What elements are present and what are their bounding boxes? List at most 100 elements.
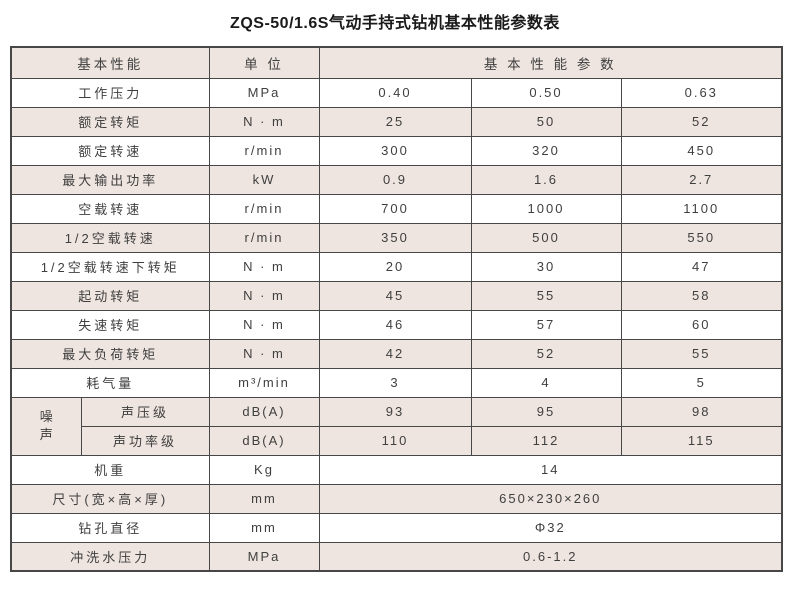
unit-cell: MPa [208, 541, 320, 572]
table-row: 1/2空载转速下转矩 N · m 20 30 47 [10, 251, 783, 282]
unit-cell: r/min [208, 222, 320, 253]
value-cell: 25 [318, 106, 472, 137]
value-cell: 95 [470, 396, 622, 427]
value-cell: 14 [318, 454, 783, 485]
value-cell: 0.40 [318, 77, 472, 108]
value-cell: 93 [318, 396, 472, 427]
value-cell: 5 [620, 367, 783, 398]
table-row: 起动转矩 N · m 45 55 58 [10, 280, 783, 311]
value-cell: 52 [470, 338, 622, 369]
value-cell: 3 [318, 367, 472, 398]
unit-cell: N · m [208, 309, 320, 340]
value-cell: 1100 [620, 193, 783, 224]
value-cell: 47 [620, 251, 783, 282]
spec-label-cell: 冲洗水压力 [10, 541, 210, 572]
spec-label-cell: 失速转矩 [10, 309, 210, 340]
value-cell: 50 [470, 106, 622, 137]
unit-cell: kW [208, 164, 320, 195]
value-cell: 55 [470, 280, 622, 311]
unit-cell: mm [208, 483, 320, 514]
noise-group-label: 噪声 [39, 408, 53, 442]
value-cell: 110 [318, 425, 472, 456]
table-row: 失速转矩 N · m 46 57 60 [10, 309, 783, 340]
spec-label-cell: 最大负荷转矩 [10, 338, 210, 369]
value-cell: 42 [318, 338, 472, 369]
table-row: 额定转速 r/min 300 320 450 [10, 135, 783, 166]
unit-cell: r/min [208, 193, 320, 224]
value-cell: 0.6-1.2 [318, 541, 783, 572]
value-cell: 350 [318, 222, 472, 253]
table-row: 钻孔直径 mm Φ32 [10, 512, 783, 543]
value-cell: 112 [470, 425, 622, 456]
header-unit: 单 位 [208, 46, 320, 79]
spec-table: 基本性能 单 位 基 本 性 能 参 数 工作压力 MPa 0.40 0.50 … [10, 46, 784, 572]
value-cell: 500 [470, 222, 622, 253]
table-header-row: 基本性能 单 位 基 本 性 能 参 数 [10, 46, 783, 79]
table-row-noise-1: 噪声 声压级 dB(A) 93 95 98 [10, 396, 783, 456]
value-cell: 650×230×260 [318, 483, 783, 514]
table-row: 耗气量 m³/min 3 4 5 [10, 367, 783, 398]
unit-cell: dB(A) [208, 425, 320, 456]
spec-label-cell: 1/2空载转速下转矩 [10, 251, 210, 282]
unit-cell: m³/min [208, 367, 320, 398]
value-cell: 52 [620, 106, 783, 137]
value-cell: 46 [318, 309, 472, 340]
value-cell: 450 [620, 135, 783, 166]
value-cell: 45 [318, 280, 472, 311]
table-row: 额定转矩 N · m 25 50 52 [10, 106, 783, 137]
unit-cell: N · m [208, 280, 320, 311]
unit-cell: r/min [208, 135, 320, 166]
value-cell: 0.9 [318, 164, 472, 195]
value-cell: Φ32 [318, 512, 783, 543]
spec-label-cell: 尺寸(宽×高×厚) [10, 483, 210, 514]
table-row: 冲洗水压力 MPa 0.6-1.2 [10, 541, 783, 572]
value-cell: 55 [620, 338, 783, 369]
spec-label-cell: 钻孔直径 [10, 512, 210, 543]
table-row: 最大输出功率 kW 0.9 1.6 2.7 [10, 164, 783, 195]
value-cell: 98 [620, 396, 783, 427]
value-cell: 0.63 [620, 77, 783, 108]
table-row: 最大负荷转矩 N · m 42 52 55 [10, 338, 783, 369]
value-cell: 115 [620, 425, 783, 456]
table-row: 工作压力 MPa 0.40 0.50 0.63 [10, 77, 783, 108]
spec-label-cell: 空载转速 [10, 193, 210, 224]
spec-label-cell: 起动转矩 [10, 280, 210, 311]
value-cell: 60 [620, 309, 783, 340]
value-cell: 4 [470, 367, 622, 398]
unit-cell: mm [208, 512, 320, 543]
unit-cell: N · m [208, 106, 320, 137]
value-cell: 1000 [470, 193, 622, 224]
spec-label-cell: 工作压力 [10, 77, 210, 108]
spec-label-cell: 最大输出功率 [10, 164, 210, 195]
value-cell: 550 [620, 222, 783, 253]
noise-group-cell: 噪声 [10, 396, 82, 456]
value-cell: 58 [620, 280, 783, 311]
spec-label-cell: 声压级 [80, 396, 210, 427]
table-row: 机重 Kg 14 [10, 454, 783, 485]
unit-cell: N · m [208, 251, 320, 282]
spec-label-cell: 额定转矩 [10, 106, 210, 137]
unit-cell: dB(A) [208, 396, 320, 427]
table-row-noise-2: 声功率级 dB(A) 110 112 115 [11, 425, 783, 456]
value-cell: 700 [318, 193, 472, 224]
value-cell: 57 [470, 309, 622, 340]
value-cell: 1.6 [470, 164, 622, 195]
value-cell: 320 [470, 135, 622, 166]
table-row: 1/2空载转速 r/min 350 500 550 [10, 222, 783, 253]
unit-cell: N · m [208, 338, 320, 369]
unit-cell: MPa [208, 77, 320, 108]
value-cell: 300 [318, 135, 472, 166]
spec-label-cell: 1/2空载转速 [10, 222, 210, 253]
value-cell: 20 [318, 251, 472, 282]
value-cell: 0.50 [470, 77, 622, 108]
spec-label-cell: 声功率级 [80, 425, 210, 456]
table-row: 尺寸(宽×高×厚) mm 650×230×260 [10, 483, 783, 514]
page-title: ZQS-50/1.6S气动手持式钻机基本性能参数表 [230, 15, 560, 32]
header-params: 基 本 性 能 参 数 [318, 46, 783, 79]
spec-label-cell: 耗气量 [10, 367, 210, 398]
spec-label-cell: 额定转速 [10, 135, 210, 166]
unit-cell: Kg [208, 454, 320, 485]
header-property: 基本性能 [10, 46, 210, 79]
spec-label-cell: 机重 [10, 454, 210, 485]
table-row: 空载转速 r/min 700 1000 1100 [10, 193, 783, 224]
